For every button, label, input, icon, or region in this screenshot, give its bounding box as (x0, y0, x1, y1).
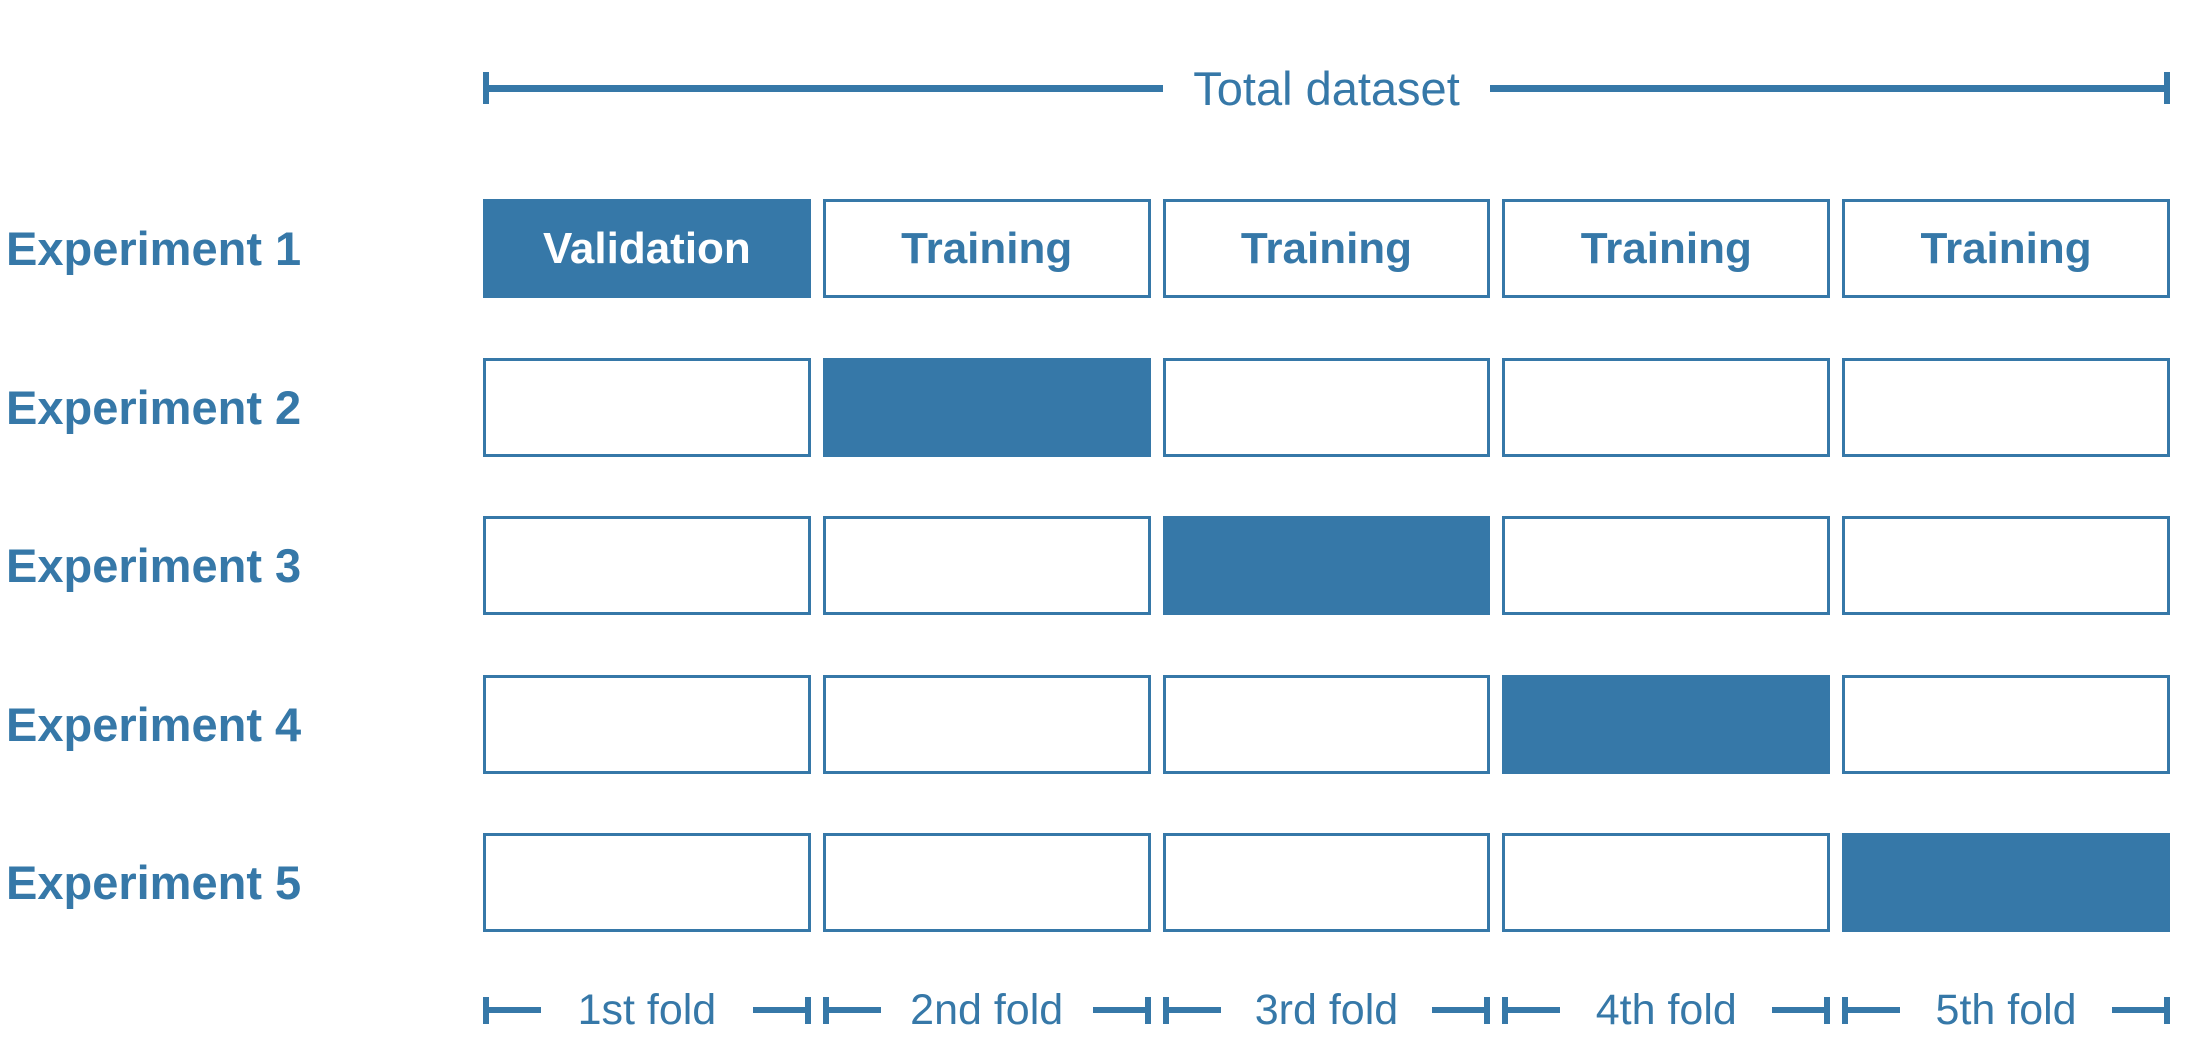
fold-cell (822, 833, 1151, 932)
fold-cells: Validation Training Training Training Tr… (483, 199, 2170, 298)
fold-cells (483, 833, 2170, 932)
fold-cell: Training (1502, 199, 1831, 298)
fold-cell (1502, 358, 1831, 457)
experiment-label: Experiment 5 (6, 856, 302, 909)
total-dataset-label: Total dataset (1193, 61, 1460, 115)
bracket-left-tick (483, 72, 489, 104)
fold-cell (1162, 675, 1491, 774)
total-dataset-bracket: Total dataset (483, 61, 2171, 115)
fold-label: 5th fold (1935, 985, 2077, 1034)
experiment-label: Experiment 2 (6, 381, 302, 434)
experiment-row: Experiment 1 Validation Training Trainin… (0, 199, 2196, 298)
fold-span: 5th fold (1842, 978, 2170, 1042)
fold-label: 1st fold (577, 985, 717, 1034)
experiment-row: Experiment 5 (0, 833, 2196, 932)
fold-cell (1162, 833, 1491, 932)
left-tick (822, 996, 829, 1024)
fold-span: 4th fold (1502, 978, 1831, 1042)
left-segment (489, 1007, 541, 1013)
bracket-right-tick (2164, 72, 2171, 104)
right-segment (752, 1007, 805, 1013)
right-tick (1144, 996, 1151, 1024)
fold-label: 2nd fold (910, 985, 1064, 1034)
right-segment (2111, 1007, 2164, 1013)
right-tick (2163, 996, 2170, 1024)
fold-cell (822, 675, 1151, 774)
fold-left-bracket (1162, 996, 1221, 1024)
fold-cells (483, 516, 2170, 615)
fold-label: 4th fold (1595, 985, 1737, 1034)
fold-cell (1502, 833, 1831, 932)
experiment-row: Experiment 3 (0, 516, 2196, 615)
fold-cell (483, 516, 811, 615)
fold-right-bracket (1772, 996, 1831, 1024)
fold-cell: Training (822, 199, 1151, 298)
fold-cell (822, 358, 1151, 457)
fold-cell: Validation (483, 199, 811, 298)
fold-axis: 1st fold 2nd fold 3rd fold 4th fold 5th … (483, 978, 2170, 1042)
fold-cell (483, 675, 811, 774)
fold-cell: Training (1162, 199, 1491, 298)
left-segment (1168, 1007, 1221, 1013)
fold-cell (1842, 833, 2170, 932)
experiment-label: Experiment 3 (6, 539, 302, 592)
fold-cells (483, 675, 2170, 774)
fold-span: 2nd fold (822, 978, 1151, 1042)
fold-cell (1842, 358, 2170, 457)
fold-cell (1162, 516, 1491, 615)
bracket-right-line (1489, 84, 2165, 92)
bracket-left-line (489, 84, 1164, 92)
left-segment (1508, 1007, 1561, 1013)
fold-cell: Training (1842, 199, 2170, 298)
fold-left-bracket (822, 996, 881, 1024)
left-segment (828, 1007, 881, 1013)
fold-cell (822, 516, 1151, 615)
fold-left-bracket (1502, 996, 1561, 1024)
experiment-row: Experiment 2 (0, 358, 2196, 457)
fold-cell (483, 833, 811, 932)
experiment-label: Experiment 1 (6, 222, 302, 275)
fold-cell (1502, 675, 1831, 774)
fold-cell (483, 358, 811, 457)
right-segment (1092, 1007, 1145, 1013)
fold-cell (1842, 675, 2170, 774)
right-tick (1484, 996, 1491, 1024)
fold-right-bracket (752, 996, 811, 1024)
fold-span: 1st fold (483, 978, 811, 1042)
fold-cell (1162, 358, 1491, 457)
fold-cell (1502, 516, 1831, 615)
left-tick (1162, 996, 1169, 1024)
right-tick (1824, 996, 1831, 1024)
fold-cell (1842, 516, 2170, 615)
right-segment (1432, 1007, 1485, 1013)
experiment-label: Experiment 4 (6, 698, 302, 751)
left-segment (1848, 1007, 1901, 1013)
fold-label: 3rd fold (1254, 985, 1399, 1034)
fold-span: 3rd fold (1162, 978, 1491, 1042)
fold-right-bracket (1432, 996, 1491, 1024)
fold-left-bracket (1842, 996, 1901, 1024)
left-tick (483, 996, 489, 1024)
right-segment (1772, 1007, 1825, 1013)
fold-right-bracket (1092, 996, 1151, 1024)
fold-cells (483, 358, 2170, 457)
left-tick (1502, 996, 1509, 1024)
right-tick (804, 996, 811, 1024)
fold-left-bracket (483, 996, 541, 1024)
left-tick (1842, 996, 1849, 1024)
fold-right-bracket (2111, 996, 2170, 1024)
experiment-row: Experiment 4 (0, 675, 2196, 774)
